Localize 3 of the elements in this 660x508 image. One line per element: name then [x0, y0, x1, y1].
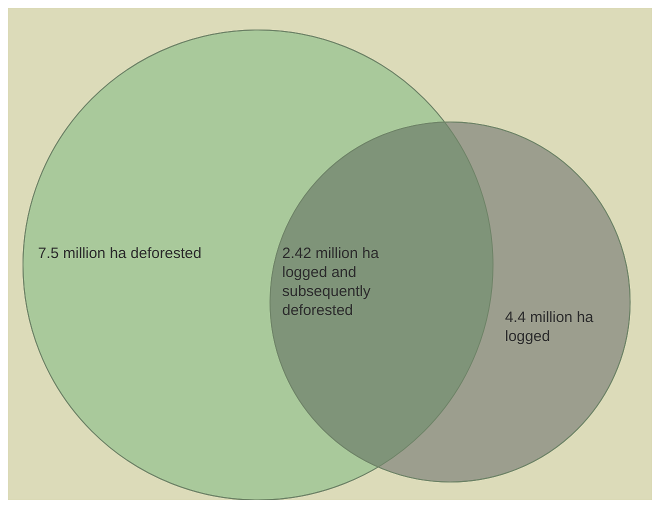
- data-label: 2.42 million ha logged and subsequently deforested: [282, 245, 380, 319]
- data-label: 4.4 million ha logged: [505, 309, 594, 345]
- data-label: 7.5 million ha deforested: [38, 245, 202, 262]
